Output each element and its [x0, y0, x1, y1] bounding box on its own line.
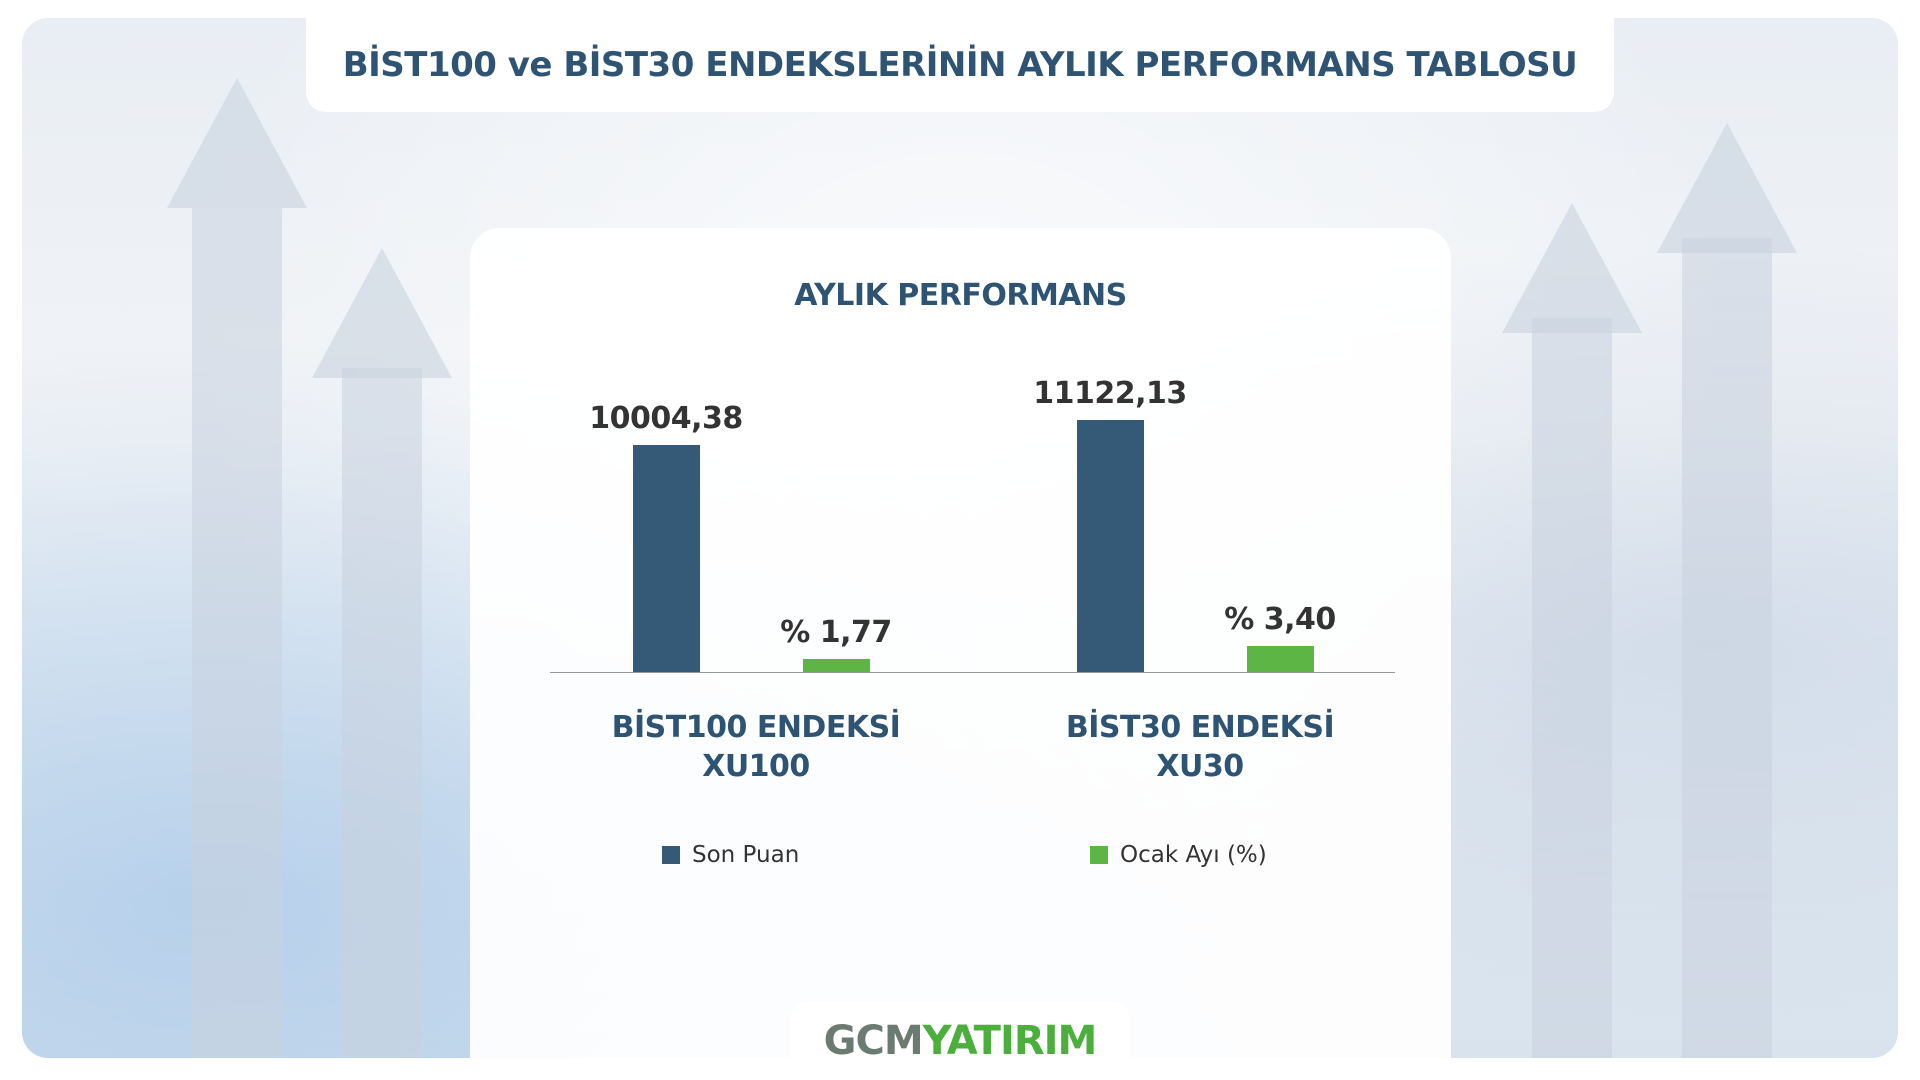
bg-arrow — [1682, 238, 1772, 1058]
page-title: BİST100 ve BİST30 ENDEKSLERİNİN AYLIK PE… — [306, 18, 1614, 112]
legend-swatch — [662, 846, 680, 864]
value-label: % 1,77 — [780, 614, 892, 650]
value-label: 10004,38 — [589, 401, 743, 437]
x-axis — [550, 672, 1395, 673]
x-tick-label: BİST30 ENDEKSİ XU30 — [1065, 710, 1335, 784]
value-label: % 3,40 — [1224, 602, 1336, 638]
bg-arrow — [1657, 123, 1797, 253]
bg-arrow — [342, 368, 422, 1058]
chart-card — [470, 228, 1451, 1058]
x-tick-label: BİST100 ENDEKSİ XU100 — [611, 710, 901, 784]
bg-arrow — [1532, 318, 1612, 1058]
bar — [802, 658, 870, 672]
legend-item: Ocak Ayı (%) — [1090, 842, 1267, 868]
logo-right: YATIRIM — [922, 1018, 1098, 1064]
bg-arrow — [167, 78, 307, 208]
bg-arrow — [192, 208, 282, 1058]
logo-left: GCM — [823, 1018, 924, 1064]
legend-label: Son Puan — [692, 842, 800, 868]
bar — [1246, 646, 1314, 672]
bar — [632, 445, 700, 672]
value-label: 11122,13 — [1033, 375, 1187, 411]
legend-swatch — [1090, 846, 1108, 864]
bg-arrow — [1502, 203, 1642, 333]
legend-label: Ocak Ayı (%) — [1120, 842, 1267, 868]
legend-item: Son Puan — [662, 842, 799, 868]
logo: GCM YATIRIM — [790, 1002, 1130, 1080]
chart-title: AYLIK PERFORMANS — [794, 278, 1127, 313]
bg-arrow — [312, 248, 452, 378]
bar — [1076, 419, 1144, 672]
